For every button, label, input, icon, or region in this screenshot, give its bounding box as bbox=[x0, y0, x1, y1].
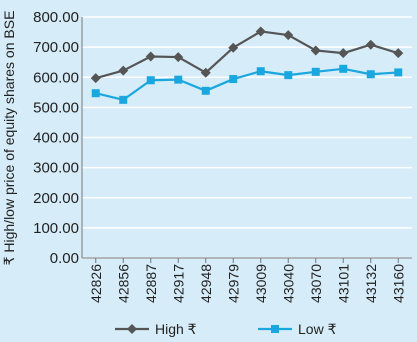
y-tick-label: 600.00 bbox=[33, 69, 79, 86]
high-point bbox=[310, 45, 321, 56]
high-point bbox=[393, 48, 404, 59]
y-tick-label: 0.00 bbox=[50, 250, 79, 267]
x-tick-label: 43132 bbox=[363, 264, 379, 303]
series-line-low bbox=[95, 67, 399, 101]
low-point bbox=[284, 71, 293, 80]
high-point bbox=[200, 67, 211, 78]
y-axis-title: ₹ High/low price of equity shares on BSE bbox=[1, 11, 17, 266]
low-point bbox=[119, 95, 128, 104]
x-tick-label: 42826 bbox=[88, 264, 104, 303]
high-point bbox=[228, 42, 239, 53]
x-tick-label: 42979 bbox=[225, 264, 241, 303]
high-point bbox=[90, 73, 101, 84]
low-point bbox=[201, 86, 210, 95]
y-tick-label: 700.00 bbox=[33, 39, 79, 56]
x-tick-label: 43040 bbox=[280, 264, 296, 303]
x-tick-label: 43160 bbox=[390, 264, 406, 303]
label-layer: 0.00 100.00 200.00 300.00 400.00 500.00 600.00… bbox=[1, 9, 406, 303]
low-point bbox=[394, 68, 403, 77]
legend-high-label: High ₹ bbox=[155, 321, 197, 337]
x-tick-label: 43070 bbox=[308, 264, 324, 303]
x-tick-label: 42917 bbox=[170, 264, 186, 303]
legend-low-label: Low ₹ bbox=[298, 321, 337, 337]
low-point bbox=[339, 64, 348, 73]
x-tick-label: 42948 bbox=[198, 264, 214, 303]
low-point bbox=[229, 75, 238, 84]
low-point bbox=[311, 67, 320, 76]
legend-layer: High ₹ Low ₹ bbox=[115, 321, 337, 337]
y-tick-label: 300.00 bbox=[33, 160, 79, 177]
legend-high-marker bbox=[127, 324, 137, 334]
series-layer bbox=[90, 26, 404, 104]
high-point bbox=[255, 26, 266, 37]
y-tick-label: 800.00 bbox=[33, 9, 79, 26]
low-point bbox=[256, 67, 265, 76]
low-point bbox=[91, 89, 100, 98]
y-tick-label: 500.00 bbox=[33, 99, 79, 116]
high-point bbox=[173, 52, 184, 63]
high-point bbox=[365, 39, 376, 50]
legend-low-marker bbox=[271, 325, 279, 333]
high-point bbox=[338, 48, 349, 59]
x-tick-label: 42856 bbox=[115, 264, 131, 303]
high-point bbox=[283, 30, 294, 41]
y-tick-label: 100.00 bbox=[33, 220, 79, 237]
y-tick-label: 200.00 bbox=[33, 190, 79, 207]
x-tick-label: 43101 bbox=[335, 264, 351, 303]
low-point bbox=[174, 75, 183, 84]
high-point bbox=[118, 65, 129, 76]
low-point bbox=[366, 70, 375, 79]
high-point bbox=[145, 51, 156, 62]
series-line-high bbox=[95, 30, 399, 80]
x-tick-label: 43009 bbox=[253, 264, 269, 303]
low-point bbox=[146, 76, 155, 85]
x-tick-label: 42887 bbox=[143, 264, 159, 303]
y-tick-label: 400.00 bbox=[33, 130, 79, 147]
axis-layer bbox=[81, 17, 412, 263]
